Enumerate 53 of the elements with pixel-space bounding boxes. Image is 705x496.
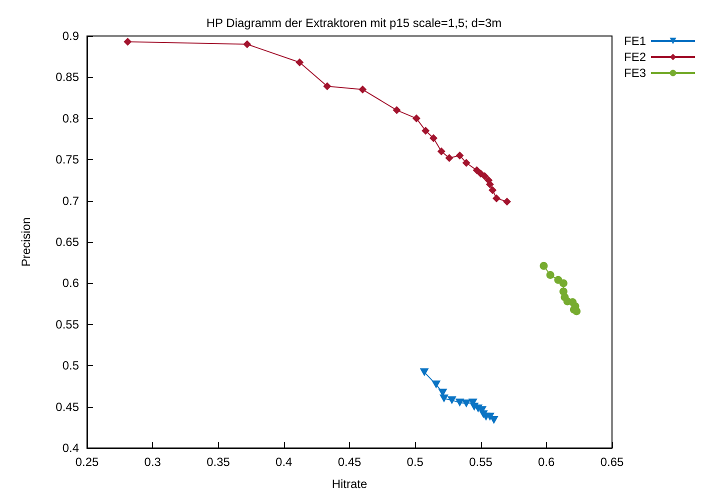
point: [445, 154, 454, 162]
legend-label: FE1: [624, 34, 646, 48]
point: [296, 58, 304, 66]
y-tick-label: 0.9: [62, 29, 80, 43]
x-tick-label: 0.5: [406, 455, 424, 469]
point: [412, 114, 420, 122]
point: [462, 158, 470, 167]
x-tick-label: 0.25: [75, 455, 99, 469]
x-tick-label: 0.4: [276, 455, 293, 469]
point: [437, 147, 446, 156]
x-tick-label: 0.65: [600, 455, 624, 469]
point: [572, 307, 581, 316]
y-tick-label: 0.45: [56, 400, 80, 414]
y-tick-label: 0.6: [62, 276, 80, 290]
point: [430, 134, 438, 142]
point: [392, 106, 401, 114]
y-tick-label: 0.7: [62, 194, 80, 208]
y-tick-label: 0.8: [62, 111, 80, 126]
x-tick-label: 0.45: [338, 455, 362, 469]
y-axis-title: Precision: [19, 217, 33, 267]
point: [455, 398, 464, 407]
x-tick-label: 0.3: [144, 455, 162, 469]
point: [422, 126, 430, 135]
y-tick-label: 0.5: [62, 358, 80, 373]
point: [492, 194, 500, 202]
legend-label: FE3: [624, 66, 646, 80]
point: [456, 151, 464, 160]
chart-title: HP Diagramm der Extraktoren mit p15 scale=1,5; d=3m: [206, 16, 502, 30]
point: [420, 368, 429, 376]
y-tick-label: 0.55: [56, 317, 80, 332]
x-tick-label: 0.55: [469, 455, 493, 469]
point: [440, 394, 448, 403]
point: [480, 172, 489, 180]
point: [559, 279, 568, 288]
point: [546, 270, 554, 279]
point: [432, 380, 441, 389]
y-tick-label: 0.75: [56, 152, 80, 167]
x-tick-label: 0.6: [538, 455, 556, 469]
legend-label: FE2: [624, 50, 646, 64]
x-tick-label: 0.35: [206, 455, 230, 469]
x-axis-title: Hitrate: [332, 477, 368, 491]
point: [243, 40, 252, 48]
point: [503, 198, 511, 206]
point: [447, 396, 456, 404]
y-tick-label: 0.65: [56, 235, 80, 249]
point: [358, 86, 367, 94]
point: [540, 262, 548, 270]
point: [124, 38, 132, 46]
point: [462, 400, 471, 408]
y-tick-label: 0.4: [62, 441, 80, 455]
point: [323, 82, 332, 90]
point: [488, 186, 497, 194]
y-tick-label: 0.85: [56, 70, 80, 84]
